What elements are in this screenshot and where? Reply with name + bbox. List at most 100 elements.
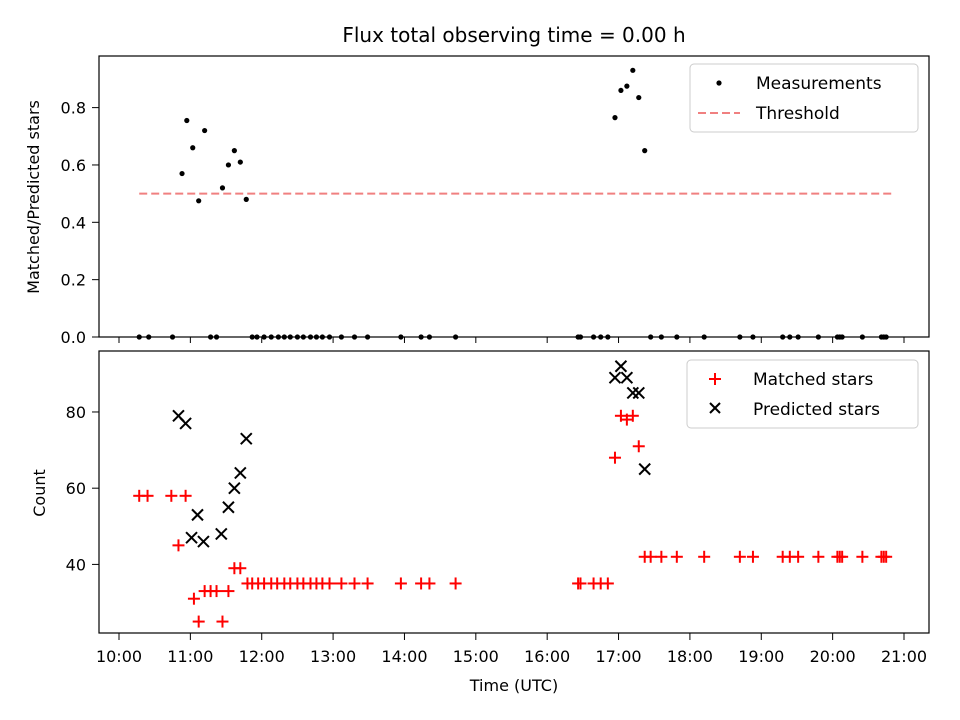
matched-star-point [632, 440, 645, 453]
measurement-point [243, 196, 249, 202]
predicted-star-point [197, 535, 210, 548]
matched-star-point [323, 577, 336, 590]
x-tick-label: 21:00 [881, 647, 927, 666]
top-legend-box [689, 63, 919, 133]
predicted-star-stroke [228, 481, 241, 495]
top-axes-frame [98, 55, 930, 338]
measurement-point [618, 87, 624, 94]
measurement-point [231, 148, 237, 154]
matched-star-point [856, 550, 869, 563]
matched-star-point [165, 489, 178, 502]
measurement-point [190, 145, 196, 151]
predicted-star-point [614, 360, 628, 373]
legend-measurements-marker [716, 80, 722, 86]
x-tick-label: 18:00 [667, 647, 713, 666]
predicted-star-point [638, 462, 651, 476]
x-tick-label: 19:00 [738, 647, 784, 666]
bottom-y-tick-label: 80 [66, 403, 86, 422]
measurement-point [196, 198, 202, 204]
predicted-star-point [620, 371, 634, 384]
bottom-y-axis-label: Count [30, 469, 49, 517]
legend-matched-marker [709, 373, 721, 385]
legend-predicted-label: Predicted stars [753, 400, 880, 420]
legend-measurements-label: Measurements [756, 74, 882, 94]
predicted-star-stroke [179, 417, 192, 430]
matched-star-point [187, 592, 200, 605]
bottom-axes-frame [98, 350, 930, 634]
top-x-ticks [118, 337, 905, 343]
top-y-axis-label: Matched/Predicted stars [24, 100, 43, 294]
x-tick-label: 20:00 [810, 647, 856, 666]
top-panel: 0.00.20.40.60.8 Matched/Predicted stars … [24, 55, 930, 347]
measurement-point [225, 162, 232, 168]
predicted-star-point [632, 386, 645, 400]
top-legend: Measurements Threshold [689, 63, 919, 133]
top-y-tick-label: 0.6 [61, 156, 86, 175]
predicted-star-stroke [240, 432, 253, 445]
matched-star-point [698, 550, 711, 563]
predicted-star-stroke [172, 409, 185, 422]
predicted-star-stroke [638, 462, 651, 476]
x-tick-label: 17:00 [595, 647, 641, 666]
matched-star-point [746, 550, 759, 563]
matched-star-point [644, 550, 657, 563]
x-axis-label: Time (UTC) [469, 676, 558, 695]
measurement-point [179, 170, 185, 177]
measurement-point [184, 117, 190, 124]
matched-star-point [210, 585, 223, 598]
measurement-point [636, 94, 642, 101]
x-tick-label: 11:00 [167, 647, 213, 666]
matched-star-point [733, 550, 746, 563]
legend-threshold-label: Threshold [755, 104, 840, 124]
predicted-star-stroke [234, 466, 247, 480]
measurement-point [202, 127, 208, 134]
bottom-legend: Matched stars Predicted stars [686, 359, 919, 429]
predicted-star-stroke [614, 360, 628, 373]
bottom-y-ticks: 40 60 80 [66, 403, 99, 574]
matched-star-point [423, 577, 436, 590]
matched-star-point [670, 550, 683, 563]
legend-matched-label: Matched stars [753, 370, 873, 390]
top-y-tick-label: 0.2 [61, 271, 86, 290]
bottom-panel: 40 60 80 10:00 11:00 12:00 13:00 14:00 15:00 16:… [30, 350, 930, 695]
matched-star-point [141, 489, 154, 502]
predicted-star-point [185, 531, 198, 544]
measurement-point [630, 67, 636, 73]
matched-star-point [812, 550, 825, 563]
predicted-star-point [191, 508, 204, 522]
measurement-point [642, 148, 648, 154]
matched-star-point [216, 615, 229, 628]
predicted-star-point [215, 527, 228, 541]
predicted-star-stroke [632, 386, 645, 400]
measurement-point [219, 185, 226, 191]
predicted-star-point [222, 501, 235, 514]
x-tick-label: 10:00 [96, 647, 142, 666]
legend-predicted-marker [709, 402, 721, 414]
x-tick-label: 16:00 [524, 647, 570, 666]
matched-star-point [626, 409, 639, 422]
figure-title: Flux total observing time = 0.00 h [342, 23, 685, 47]
matched-star-point [361, 577, 374, 590]
top-y-ticks: 0.0 0.2 0.4 0.6 0.8 [61, 99, 99, 347]
matched-star-point [574, 577, 587, 590]
matched-star-point [234, 562, 247, 575]
bottom-y-tick-label: 60 [66, 479, 86, 498]
predicted-star-point [608, 371, 622, 384]
top-y-tick-label: 0.4 [61, 213, 86, 232]
x-tick-label: 15:00 [453, 647, 499, 666]
matched-star-point [394, 577, 407, 590]
top-y-tick-label: 0.0 [61, 328, 86, 347]
matched-star-point [601, 577, 614, 590]
matched-star-point [836, 550, 849, 563]
measurement-point [237, 159, 243, 165]
matched-star-point [608, 451, 621, 464]
predicted-star-stroke [185, 531, 198, 544]
x-tick-label: 13:00 [310, 647, 356, 666]
predicted-star-stroke [197, 535, 210, 548]
predicted-star-stroke [620, 371, 634, 384]
matched-star-point [192, 615, 205, 628]
matched-star-point [222, 585, 235, 598]
matched-star-point [179, 489, 192, 502]
bottom-legend-box [686, 359, 919, 429]
matched-star-point [880, 550, 893, 563]
